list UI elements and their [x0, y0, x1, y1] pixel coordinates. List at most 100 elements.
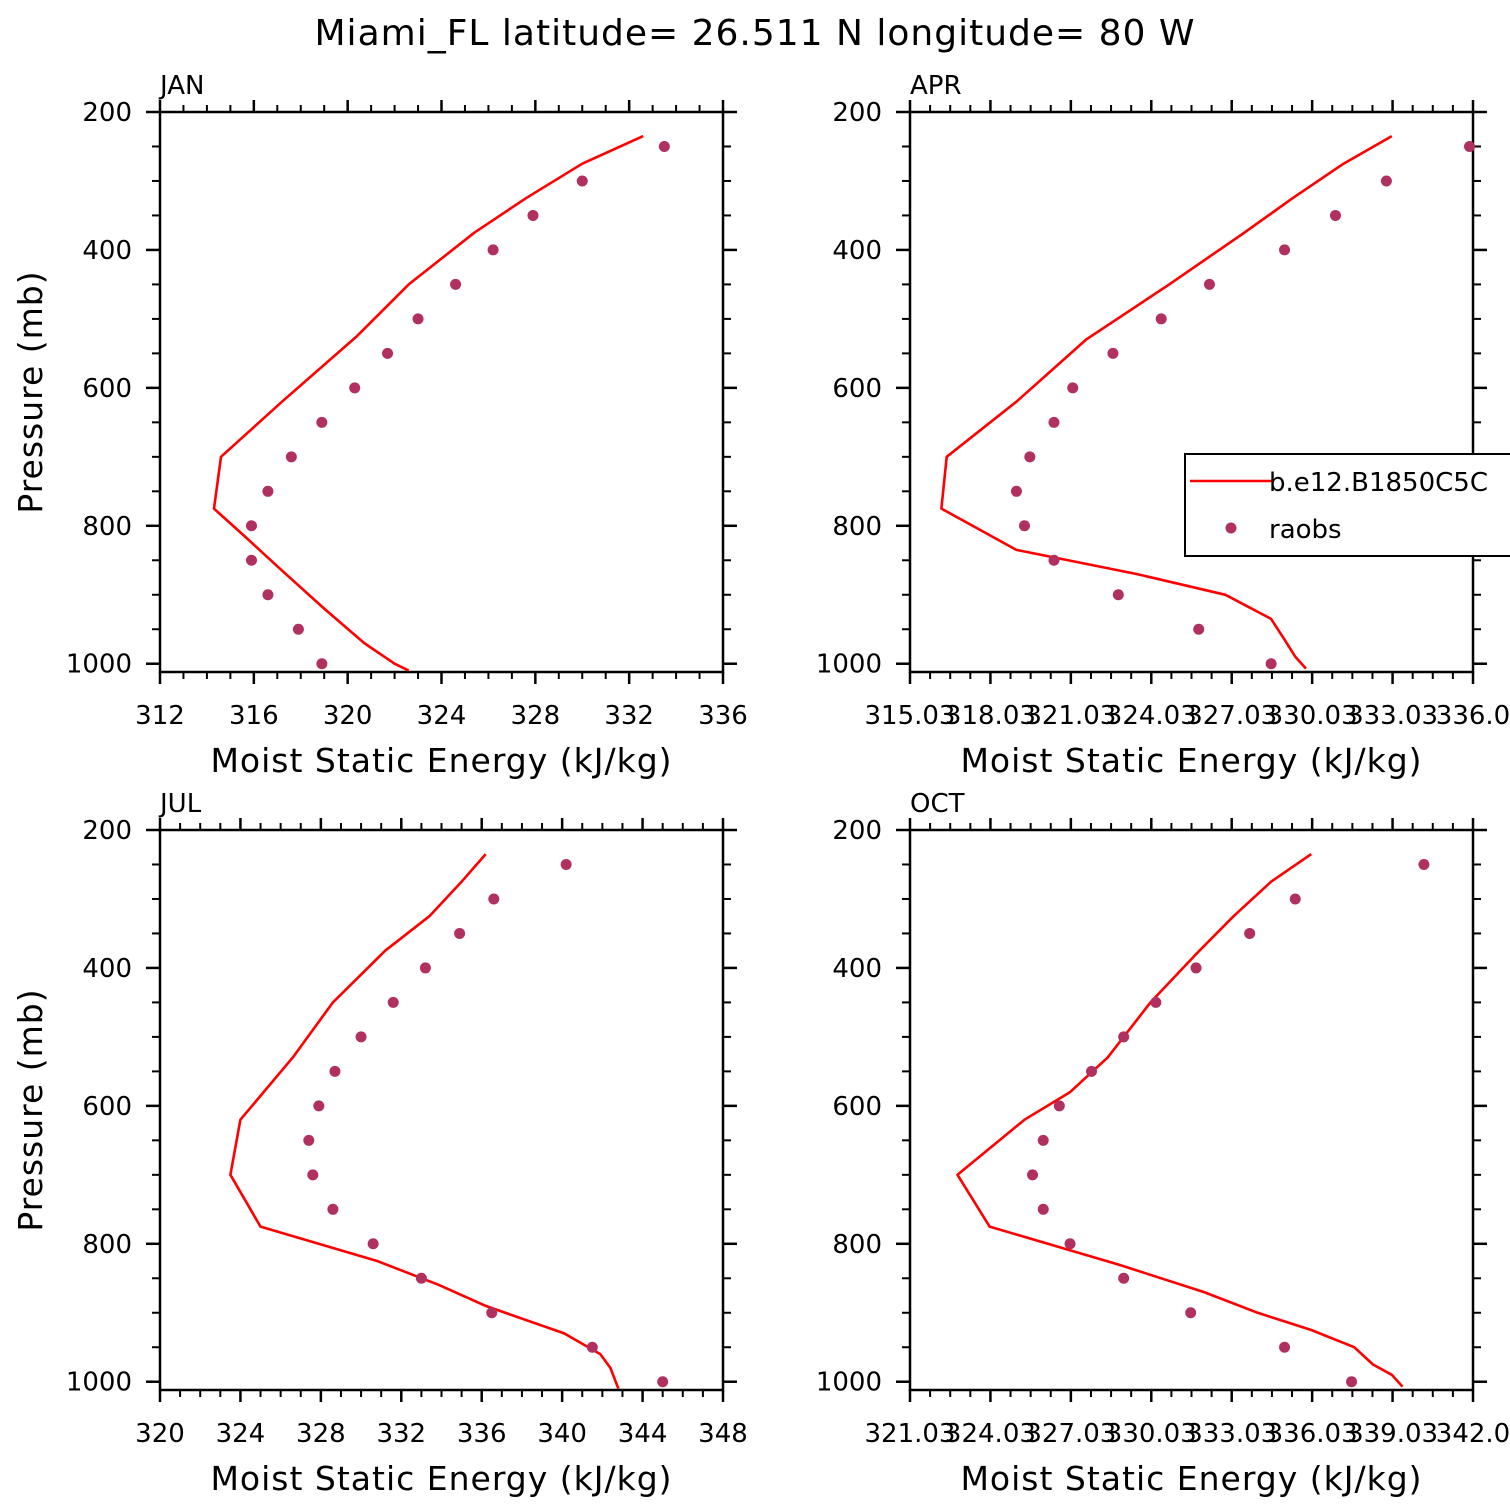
- legend-obs-swatch: [1225, 522, 1237, 534]
- raobs-point: [1464, 140, 1476, 152]
- y-tick-label: 800: [82, 512, 132, 542]
- raobs-point: [316, 416, 328, 428]
- x-axis-label: Moist Static Energy (kJ/kg): [210, 741, 672, 780]
- panel-title: APR: [910, 71, 962, 101]
- x-tick-label: 324: [216, 1419, 266, 1449]
- raobs-point: [1193, 623, 1205, 635]
- panel-apr: APR315.03318.03321.03324.03327.03330.033…: [816, 71, 1510, 780]
- raobs-point: [1279, 244, 1291, 256]
- y-tick-label: 600: [832, 1092, 882, 1122]
- x-tick-label: 330.03: [1267, 701, 1358, 731]
- raobs-point: [262, 485, 274, 497]
- x-tick-label: 332: [376, 1419, 426, 1449]
- raobs-point: [1380, 175, 1392, 187]
- x-tick-label: 333.03: [1347, 701, 1438, 731]
- y-axis-label: Pressure (mb): [11, 988, 50, 1231]
- raobs-point: [1289, 893, 1301, 905]
- raobs-point: [303, 1134, 315, 1146]
- legend: b.e12.B1850C5C raobs: [1184, 453, 1510, 557]
- raobs-point: [1190, 962, 1202, 974]
- raobs-point: [1244, 927, 1256, 939]
- x-tick-label: 328: [296, 1419, 346, 1449]
- x-tick-label: 315.03: [865, 701, 956, 731]
- y-tick-label: 1000: [816, 650, 882, 680]
- raobs-point: [1329, 209, 1341, 221]
- panel-jan: JAN 312 316 320 324 328 332 336 200 400 600 800 1000…: [11, 71, 748, 780]
- legend-model-label: b.e12.B1850C5C: [1269, 468, 1488, 498]
- y-tick-label: 400: [82, 236, 132, 266]
- panel-title: OCT: [910, 789, 965, 819]
- x-tick-label: 320: [323, 701, 373, 731]
- x-tick-label: 312: [135, 701, 185, 731]
- raobs-point: [488, 893, 500, 905]
- raobs-point: [412, 313, 424, 325]
- x-tick-label: 327.03: [1025, 1419, 1116, 1449]
- x-tick-label: 336: [457, 1419, 507, 1449]
- raobs-point: [307, 1169, 319, 1181]
- raobs-point: [454, 927, 466, 939]
- raobs-point: [658, 140, 670, 152]
- plot-frame: [158, 110, 725, 674]
- raobs-point: [382, 347, 394, 359]
- x-tick-label: 336.0: [1436, 701, 1510, 731]
- raobs-point: [387, 996, 399, 1008]
- raobs-point: [1107, 347, 1119, 359]
- panel-oct: OCT321.03324.03327.03330.03333.03336.033…: [816, 789, 1510, 1498]
- raobs-point: [1279, 1341, 1291, 1353]
- y-tick-label: 1000: [816, 1368, 882, 1398]
- raobs-point: [1064, 1238, 1076, 1250]
- raobs-point: [560, 858, 572, 870]
- raobs-point: [1346, 1376, 1358, 1388]
- model-series-line: [940, 134, 1393, 670]
- x-tick-label: 330.03: [1106, 1419, 1197, 1449]
- raobs-point: [327, 1203, 339, 1215]
- raobs-point: [1048, 416, 1060, 428]
- raobs-point: [450, 278, 462, 290]
- raobs-point: [1150, 996, 1162, 1008]
- raobs-point: [245, 554, 257, 566]
- y-tick-label: 800: [82, 1230, 132, 1260]
- panel-title: JUL: [158, 789, 202, 819]
- raobs-point: [576, 175, 588, 187]
- x-tick-label: 324.03: [1106, 701, 1197, 731]
- raobs-point: [1024, 451, 1036, 463]
- raobs-point: [487, 244, 499, 256]
- raobs-point: [1037, 1134, 1049, 1146]
- raobs-point: [1118, 1272, 1130, 1284]
- legend-obs-label: raobs: [1269, 515, 1342, 545]
- y-tick-label: 400: [832, 954, 882, 984]
- x-tick-label: 321.03: [1025, 701, 1116, 731]
- raobs-point: [367, 1238, 379, 1250]
- x-tick-label: 340: [537, 1419, 587, 1449]
- raobs-point: [285, 451, 297, 463]
- raobs-point: [1027, 1169, 1039, 1181]
- legend-box: [1184, 453, 1510, 557]
- y-tick-label: 600: [832, 374, 882, 404]
- x-tick-label: 327.03: [1186, 701, 1277, 731]
- y-tick-label: 800: [832, 512, 882, 542]
- y-tick-label: 1000: [66, 650, 132, 680]
- raobs-point: [1053, 1100, 1065, 1112]
- raobs-point: [1265, 658, 1277, 670]
- raobs-point: [1203, 278, 1215, 290]
- x-axis-label: Moist Static Energy (kJ/kg): [960, 741, 1422, 780]
- figure-title: Miami_FL latitude= 26.511 N longitude= 8…: [315, 13, 1196, 54]
- raobs-point: [486, 1307, 498, 1319]
- raobs-point: [245, 520, 257, 532]
- y-tick-label: 600: [82, 1092, 132, 1122]
- raobs-point: [313, 1100, 325, 1112]
- raobs-point: [262, 589, 274, 601]
- plot-frame: [158, 828, 725, 1392]
- raobs-point: [1018, 520, 1030, 532]
- x-tick-label: 344: [618, 1419, 668, 1449]
- y-axis-label: Pressure (mb): [11, 270, 50, 513]
- x-axis-label: Moist Static Energy (kJ/kg): [210, 1459, 672, 1498]
- y-tick-label: 200: [832, 98, 882, 128]
- y-tick-label: 1000: [66, 1368, 132, 1398]
- x-axis-label: Moist Static Energy (kJ/kg): [960, 1459, 1422, 1498]
- x-tick-label: 328: [511, 701, 561, 731]
- x-tick-label: 324: [417, 701, 467, 731]
- y-tick-label: 200: [832, 816, 882, 846]
- raobs-point: [349, 382, 361, 394]
- raobs-point: [329, 1065, 341, 1077]
